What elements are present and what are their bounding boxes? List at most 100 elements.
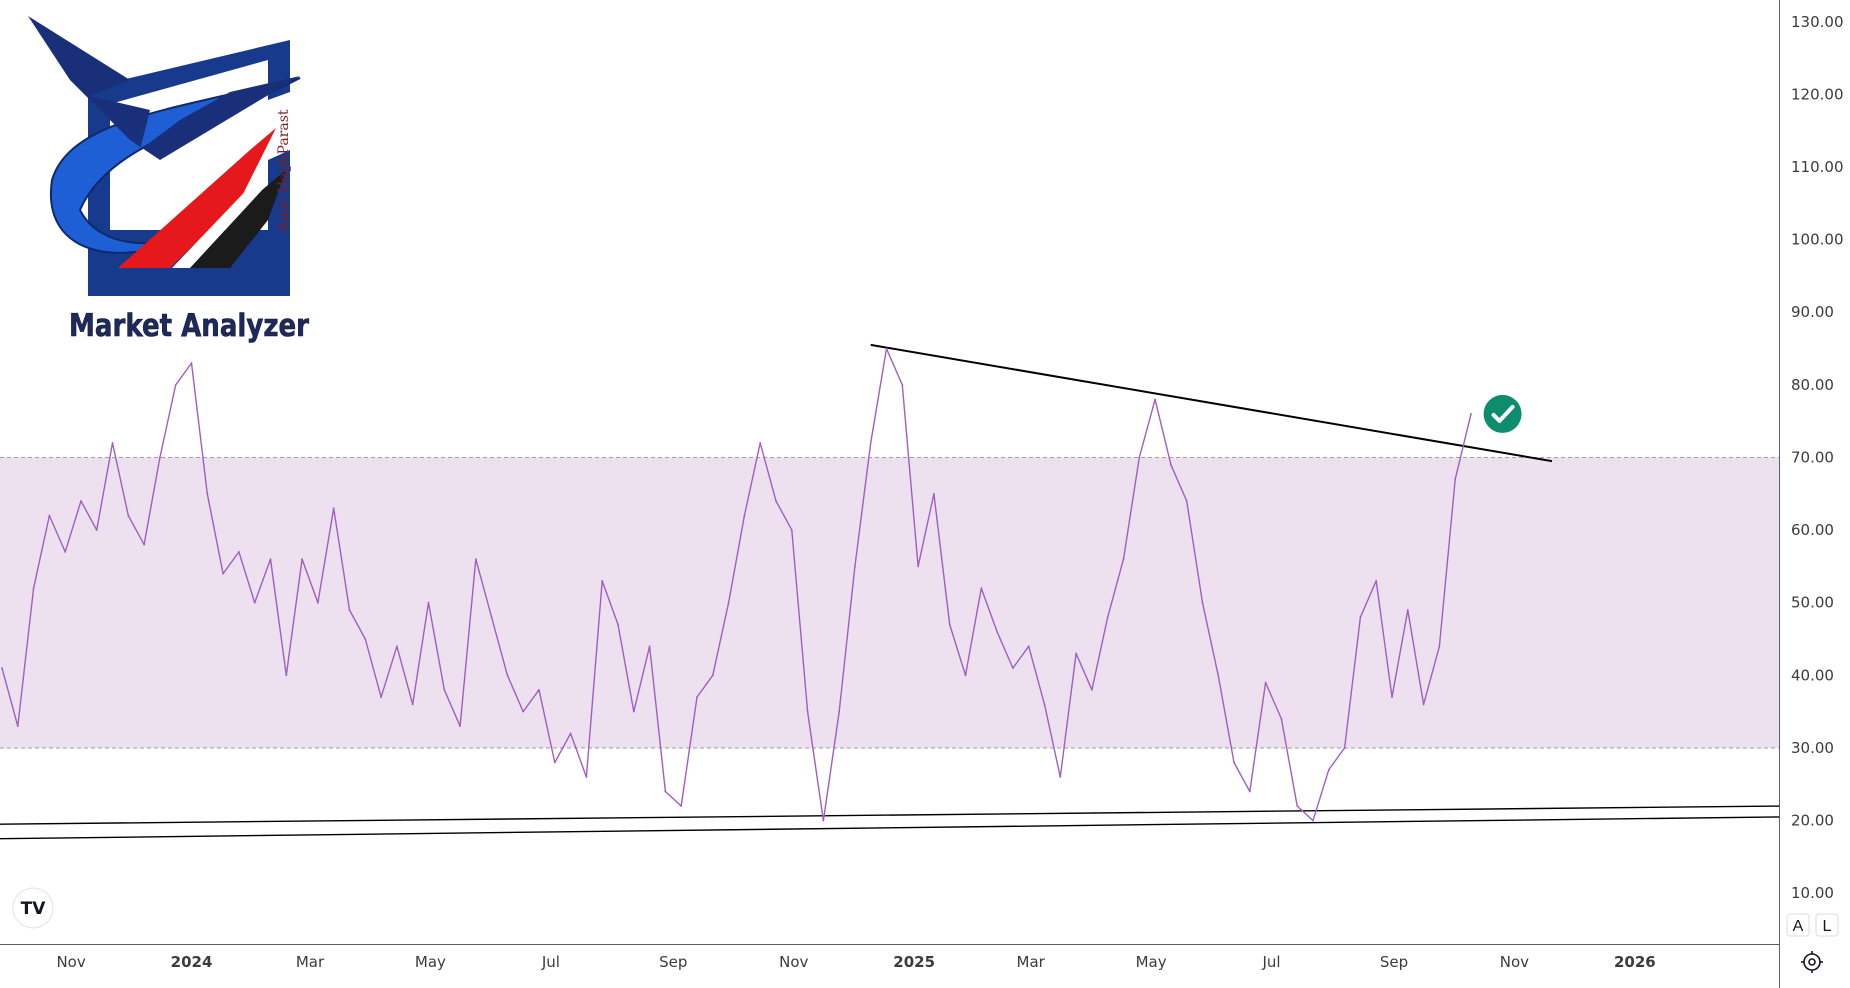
rsi-series-line bbox=[1, 347, 1472, 822]
log-scale-label: L bbox=[1823, 918, 1832, 935]
x-tick-label: 2024 bbox=[171, 953, 213, 971]
x-tick-label: 2026 bbox=[1614, 953, 1656, 971]
time-axis[interactable]: Nov 2024 Mar May Jul Sep Nov 2025 Mar May Jul Sep No… bbox=[56, 953, 1655, 971]
rsi-point bbox=[1454, 478, 1457, 481]
rsi-point bbox=[48, 514, 51, 517]
rsi-point bbox=[869, 442, 872, 444]
rsi-point bbox=[174, 383, 177, 386]
rsi-point bbox=[1422, 703, 1425, 706]
rsi-point bbox=[1154, 398, 1156, 401]
rsi-point bbox=[64, 550, 67, 553]
rsi-point bbox=[1075, 652, 1077, 655]
rsi-point bbox=[1185, 500, 1188, 502]
rsi-point bbox=[790, 529, 793, 531]
x-tick-label: Nov bbox=[1500, 953, 1529, 971]
rsi-point bbox=[1138, 456, 1141, 459]
rsi-point bbox=[980, 587, 983, 590]
x-tick-label: Jul bbox=[541, 953, 560, 971]
rsi-point bbox=[648, 645, 651, 648]
logo-title: Market Analyzer bbox=[69, 308, 310, 344]
rsi-point bbox=[1406, 609, 1409, 611]
rsi-point bbox=[348, 609, 351, 611]
rsi-point bbox=[459, 725, 461, 728]
trendline-2[interactable] bbox=[0, 805, 1780, 825]
rsi-point bbox=[1264, 681, 1267, 684]
rsi-point bbox=[553, 761, 556, 764]
rsi-point bbox=[569, 732, 572, 735]
rsi-point bbox=[1248, 790, 1251, 793]
rsi-point bbox=[443, 688, 446, 691]
check-circle-icon bbox=[1483, 394, 1522, 433]
x-tick-label: May bbox=[415, 953, 446, 971]
trendline-3[interactable] bbox=[0, 816, 1780, 840]
rsi-point bbox=[775, 500, 777, 502]
y-tick-label: 60.00 bbox=[1791, 521, 1834, 539]
rsi-point bbox=[380, 696, 382, 699]
rsi-point bbox=[948, 623, 951, 626]
rsi-point bbox=[127, 514, 130, 517]
rsi-point bbox=[474, 558, 477, 561]
rsi-point bbox=[1296, 805, 1299, 807]
rsi-point bbox=[1343, 747, 1346, 749]
rsi-point bbox=[538, 688, 540, 691]
rsi-point bbox=[601, 580, 604, 582]
rsi-point bbox=[1327, 768, 1330, 771]
rsi-point bbox=[1169, 463, 1172, 466]
rsi-point bbox=[95, 529, 98, 531]
logo-black-stripe bbox=[190, 170, 286, 268]
rsi-point bbox=[16, 725, 19, 728]
rsi-band-fill bbox=[0, 457, 1779, 748]
trendline-1[interactable] bbox=[870, 343, 1553, 463]
rsi-point bbox=[838, 710, 841, 713]
auto-scale-button[interactable]: A bbox=[1786, 913, 1810, 937]
rsi-point bbox=[680, 805, 683, 807]
rsi-point bbox=[332, 507, 335, 510]
logo-eagle bbox=[28, 16, 300, 160]
rsi-point bbox=[1106, 616, 1109, 619]
rsi-point bbox=[190, 362, 193, 364]
tradingview-logo-circle bbox=[12, 887, 54, 929]
rsi-point bbox=[253, 601, 256, 604]
rsi-point bbox=[1312, 819, 1314, 822]
rsi-point bbox=[206, 492, 209, 495]
rsi-point bbox=[1012, 667, 1014, 669]
rsi-point bbox=[664, 790, 667, 793]
rsi-point bbox=[159, 456, 161, 459]
rsi-point bbox=[617, 623, 619, 626]
y-tick-label: 110.00 bbox=[1791, 158, 1844, 176]
y-tick-label: 120.00 bbox=[1791, 85, 1844, 103]
rsi-point bbox=[522, 710, 525, 713]
rsi-point bbox=[32, 587, 35, 590]
rsi-point bbox=[1375, 580, 1378, 582]
log-scale-button[interactable]: L bbox=[1815, 913, 1839, 937]
rsi-point bbox=[1122, 558, 1125, 561]
logo-white-stripe bbox=[172, 178, 262, 268]
rsi-point bbox=[222, 572, 225, 575]
rsi-point bbox=[1470, 413, 1472, 415]
rsi-point bbox=[1043, 703, 1046, 706]
y-tick-label: 50.00 bbox=[1791, 594, 1834, 612]
rsi-point bbox=[301, 558, 303, 561]
gear-icon[interactable] bbox=[1801, 951, 1823, 973]
rsi-point bbox=[901, 383, 904, 386]
rsi-point bbox=[269, 558, 272, 561]
rsi-point bbox=[727, 601, 730, 604]
rsi-point bbox=[1059, 776, 1062, 778]
market-analyzer-logo: Amir HaghParast Market Analyzer bbox=[28, 16, 310, 344]
rsi-point bbox=[111, 442, 114, 444]
rsi-point bbox=[1201, 601, 1204, 604]
rsi-point bbox=[316, 601, 319, 604]
y-tick-label: 70.00 bbox=[1791, 448, 1834, 466]
rsi-point bbox=[506, 674, 509, 677]
rsi-point bbox=[1090, 688, 1093, 691]
tradingview-logo[interactable]: TV bbox=[12, 887, 54, 929]
y-tick-label: 40.00 bbox=[1791, 666, 1834, 684]
price-axis[interactable]: 10.00 20.00 30.00 40.00 50.00 60.00 70.00 80.00… bbox=[1791, 13, 1844, 902]
rsi-point bbox=[411, 703, 414, 706]
rsi-point bbox=[1027, 645, 1030, 648]
logo-red-stripe bbox=[118, 128, 276, 268]
rsi-point bbox=[806, 710, 809, 713]
logo-signature: Amir HaghParast bbox=[276, 109, 292, 233]
y-tick-label: 80.00 bbox=[1791, 376, 1834, 394]
